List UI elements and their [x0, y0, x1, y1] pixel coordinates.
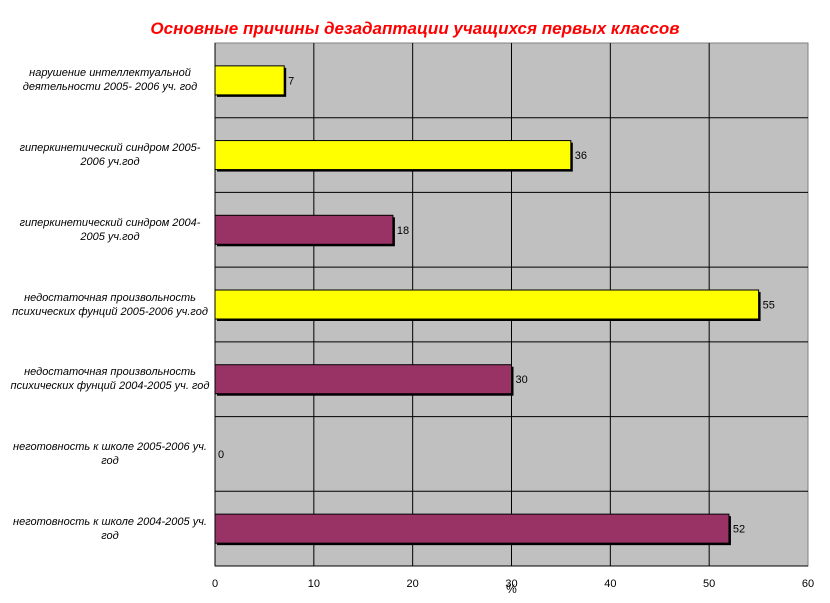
x-axis-label: %	[506, 582, 517, 596]
bar	[214, 364, 512, 395]
value-label: 7	[288, 75, 294, 87]
category-label: недостаточная произвольность психических…	[12, 291, 208, 318]
category-label: гиперкинетический синдром 2004-2005 уч.г…	[19, 216, 201, 243]
category-label: гиперкинетический синдром 2005-2006 уч.г…	[19, 142, 201, 169]
value-label: 52	[733, 524, 745, 536]
x-tick-label: 20	[407, 578, 419, 590]
chart-title: Основные причины дезадаптации учащихся п…	[150, 19, 680, 38]
value-label: 18	[397, 225, 409, 237]
category-label: неготовность к школе 2004-2005 уч. год	[13, 515, 207, 542]
value-label: 55	[763, 300, 775, 312]
x-tick-label: 10	[308, 578, 320, 590]
category-label: недостаточная произвольность психических…	[10, 366, 210, 393]
x-tick-label: 40	[604, 578, 616, 590]
value-label: 36	[575, 150, 587, 162]
category-label: нарушение интеллектуальной деятельности …	[22, 67, 198, 94]
x-tick-label: 30	[505, 578, 517, 590]
x-tick-label: 0	[212, 578, 218, 590]
bar	[214, 140, 572, 171]
bar	[214, 65, 285, 96]
value-label: 0	[218, 449, 224, 461]
bar	[214, 513, 730, 544]
bar	[214, 289, 760, 320]
value-label: 30	[516, 374, 528, 386]
category-label: неготовность к школе 2005-2006 уч. год	[13, 440, 207, 467]
bar	[214, 214, 394, 245]
x-tick-label: 50	[703, 578, 715, 590]
x-tick-label: 60	[802, 578, 814, 590]
